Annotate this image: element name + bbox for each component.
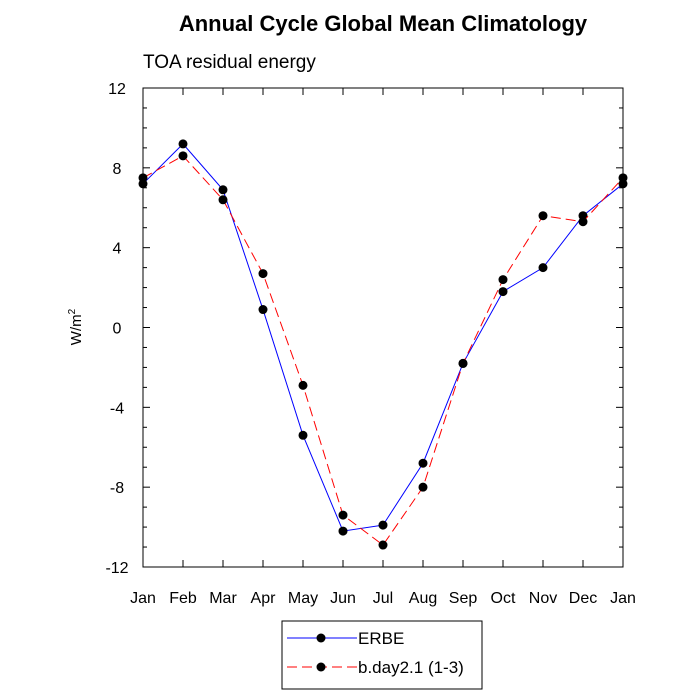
data-point: [538, 211, 548, 221]
x-tick-label: Aug: [409, 590, 437, 607]
axis-ticks: [142, 87, 624, 568]
data-point: [178, 139, 188, 149]
data-point: [378, 540, 388, 550]
x-tick-label: Jul: [373, 590, 393, 607]
x-tick-label: Dec: [569, 590, 597, 607]
x-tick-label: Apr: [251, 590, 277, 607]
data-point: [298, 430, 308, 440]
series-line: [142, 155, 624, 546]
data-point: [418, 458, 428, 468]
data-point: [578, 217, 588, 227]
x-tick-label: Sep: [449, 590, 478, 607]
legend-marker-bday: [316, 662, 326, 672]
x-tick-label: May: [288, 590, 318, 607]
series-1: [138, 151, 628, 550]
legend-label-bday: b.day2.1 (1-3): [358, 658, 464, 677]
x-tick-label: Jun: [330, 590, 356, 607]
x-tick-label: Jan: [610, 590, 636, 607]
x-tick-label: Mar: [209, 590, 237, 607]
y-axis-label: W/m2: [67, 308, 85, 345]
chart-subtitle: TOA residual energy: [143, 52, 316, 73]
data-point: [498, 287, 508, 297]
x-tick-label: Oct: [491, 590, 516, 607]
chart-title: Annual Cycle Global Mean Climatology: [179, 11, 588, 36]
y-tick-labels: -12 -8 -4 0 4 8 12: [105, 81, 128, 577]
plot-frame: [142, 87, 624, 568]
y-tick-label: -8: [110, 480, 124, 497]
data-point: [538, 263, 548, 273]
data-point: [258, 305, 268, 315]
y-tick-label: -4: [110, 400, 124, 417]
legend-label-erbe: ERBE: [358, 629, 404, 648]
y-tick-label: 12: [108, 81, 126, 98]
y-tick-label: 8: [113, 161, 122, 178]
y-axis-label-text: W/m: [68, 314, 85, 345]
x-tick-labels: Jan Feb Mar Apr May Jun Jul Aug Sep Oct Nov Dec Jan: [130, 590, 636, 607]
data-point: [418, 482, 428, 492]
x-tick-label: Feb: [169, 590, 197, 607]
data-point: [458, 358, 468, 368]
data-point: [378, 520, 388, 530]
y-tick-label: 4: [113, 241, 122, 258]
data-point: [218, 195, 228, 205]
data-point: [218, 185, 228, 195]
x-tick-label: Jan: [130, 590, 156, 607]
data-point: [338, 526, 348, 536]
legend: ERBE b.day2.1 (1-3): [281, 620, 483, 690]
series-0: [138, 139, 628, 536]
legend-marker-erbe: [316, 633, 326, 643]
data-point: [178, 151, 188, 161]
series-layer: [138, 139, 628, 550]
data-point: [498, 275, 508, 285]
y-tick-label: -12: [105, 560, 128, 577]
data-point: [298, 380, 308, 390]
data-point: [258, 269, 268, 279]
series-line: [142, 143, 624, 532]
y-tick-label: 0: [113, 321, 122, 338]
y-axis-label-superscript: 2: [67, 308, 78, 314]
x-tick-label: Nov: [529, 590, 557, 607]
data-point: [338, 510, 348, 520]
legend-box: [281, 620, 483, 690]
